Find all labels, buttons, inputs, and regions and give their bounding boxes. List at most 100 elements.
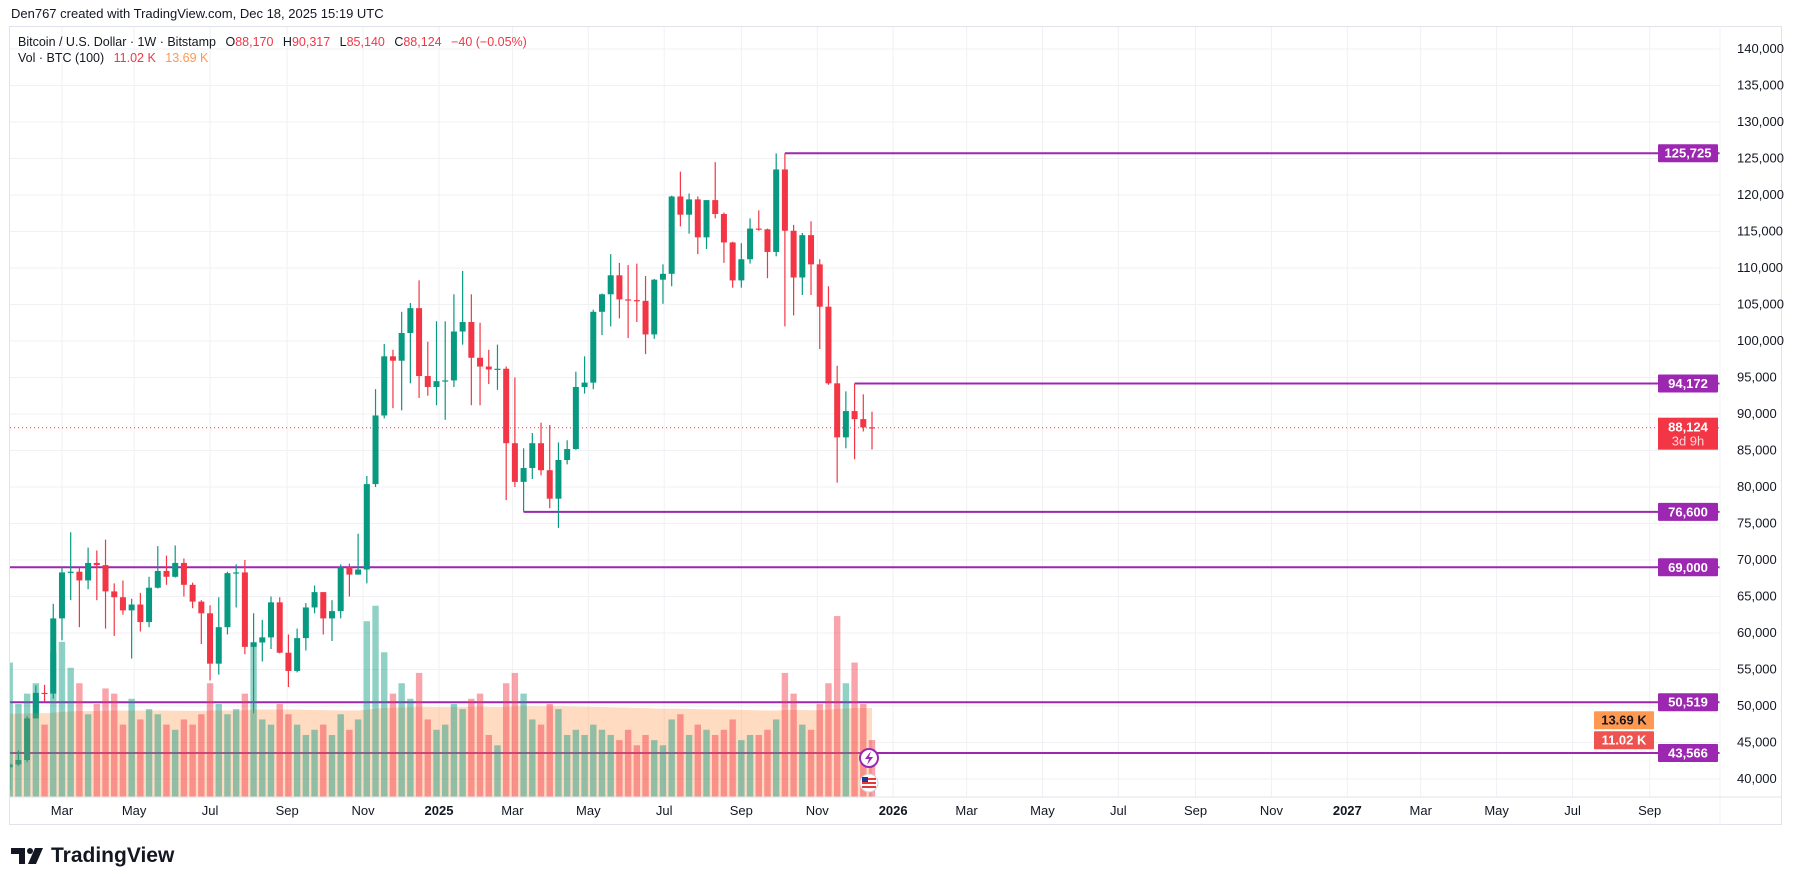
volume-bar (555, 709, 562, 797)
volume-bar (206, 683, 214, 797)
volume-bar (685, 734, 693, 797)
volume-bar (337, 714, 344, 797)
volume-bar (799, 724, 806, 797)
candle-body (163, 570, 170, 577)
candle-body (285, 652, 292, 671)
volume-bar (450, 703, 458, 797)
candle-body (686, 199, 693, 215)
volume-bar (659, 745, 667, 797)
candle-body (198, 601, 205, 614)
level-price-tag-bg (1658, 558, 1718, 577)
candle-body (581, 382, 588, 387)
level-price-tag: 69,000 (1668, 560, 1708, 575)
volume-bar (128, 698, 135, 797)
chart-attribution: Den767 created with TradingView.com, Dec… (11, 6, 384, 21)
time-tick-label: Nov (1260, 803, 1284, 818)
volume-bar (23, 693, 31, 797)
time-tick-label: 2027 (1333, 803, 1362, 818)
volume-bar (485, 734, 492, 797)
price-tick-label: 65,000 (1737, 589, 1777, 604)
volume-bar (267, 724, 275, 797)
volume-bar (311, 729, 318, 797)
tradingview-logo[interactable]: TradingView (11, 844, 174, 868)
candle-body (485, 366, 492, 370)
volume-bar (224, 714, 231, 797)
volume-bar (694, 724, 701, 797)
volume-bar (590, 724, 597, 797)
volume-bar (459, 709, 466, 797)
change-value: −40 (−0.05%) (451, 35, 527, 49)
price-tick-label: 135,000 (1737, 78, 1784, 93)
price-axis[interactable]: 40,000 45,000 50,000 55,000 60,000 65,000 70,0… (1719, 26, 1784, 825)
symbol-legend[interactable]: Bitcoin / U.S. Dollar · 1W · Bitstamp O8… (18, 34, 527, 50)
price-tick-label: 55,000 (1737, 662, 1777, 677)
volume-bar (137, 719, 144, 797)
time-tick-label: Jul (1110, 803, 1127, 818)
price-tick-label: 40,000 (1737, 771, 1777, 786)
candle-body (346, 567, 353, 575)
volume-bar (677, 714, 684, 797)
level-price-tag: 94,172 (1668, 376, 1708, 391)
volume-bar (250, 641, 257, 797)
volume-bar (529, 719, 536, 797)
flag-stripe (862, 778, 876, 780)
horizontal-levels[interactable] (10, 152, 1720, 754)
time-tick-label: 2025 (425, 803, 454, 818)
price-tick-label: 75,000 (1737, 516, 1777, 531)
volume-bar (442, 724, 449, 797)
candle-body (450, 331, 457, 381)
time-tick-label: May (1030, 803, 1055, 818)
candle-body (67, 571, 74, 573)
volume-bar (293, 724, 301, 797)
volume-bar (581, 734, 588, 797)
symbol-title: Bitcoin / U.S. Dollar · 1W · Bitstamp (18, 35, 216, 49)
price-tick-label: 115,000 (1737, 224, 1783, 239)
volume-bar (703, 729, 710, 797)
volume-bar (816, 703, 823, 797)
candle-body (337, 567, 344, 612)
price-tick-label: 95,000 (1737, 370, 1777, 385)
candle-body (816, 264, 823, 307)
logo-text: TradingView (51, 844, 175, 867)
lightning-glyph-icon (865, 751, 873, 765)
candle-body (790, 230, 797, 278)
volume-bar (546, 703, 553, 797)
volume-bar (398, 683, 405, 797)
volume-bar (41, 724, 48, 797)
candle-body (808, 235, 815, 265)
candle-body (538, 443, 545, 471)
volume-legend[interactable]: Vol · BTC (100) 11.02 K 13.69 K (18, 50, 527, 66)
volume-bar (154, 714, 161, 797)
time-axis[interactable]: Mar May Jul Sep Nov 2025 Mar May Jul Sep Nov 2026 Ma… (9, 796, 1782, 818)
events-icons[interactable] (859, 748, 879, 793)
candle-body (276, 602, 283, 653)
candle-body (764, 229, 771, 252)
candle-body (642, 300, 649, 335)
close-label: C (394, 35, 404, 49)
candle-body (372, 415, 379, 485)
candle-body (424, 376, 431, 387)
candle-body (433, 381, 440, 387)
candle-body (564, 449, 571, 460)
time-tick-label: Mar (1410, 803, 1433, 818)
grid-lines (10, 27, 1720, 797)
price-tick-label: 120,000 (1737, 187, 1784, 202)
volume-bar (172, 729, 179, 797)
candle-body (320, 592, 327, 619)
last-price-tag-bg (1658, 417, 1718, 450)
candle-body (10, 764, 13, 768)
candle-body (720, 213, 727, 243)
candle-body (189, 584, 196, 602)
close-value: 88,124 (403, 35, 442, 49)
candle-body (555, 459, 562, 499)
volume-bar (354, 719, 362, 797)
level-price-tag: 125,725 (1665, 146, 1712, 161)
volume-bar (407, 698, 414, 797)
candle-body (442, 380, 449, 382)
price-tick-label: 110,000 (1737, 260, 1783, 275)
volume-last-tag-bg (1594, 731, 1654, 750)
volume-bar (624, 729, 632, 797)
time-tick-label: May (576, 803, 601, 818)
candle-body (328, 611, 335, 619)
